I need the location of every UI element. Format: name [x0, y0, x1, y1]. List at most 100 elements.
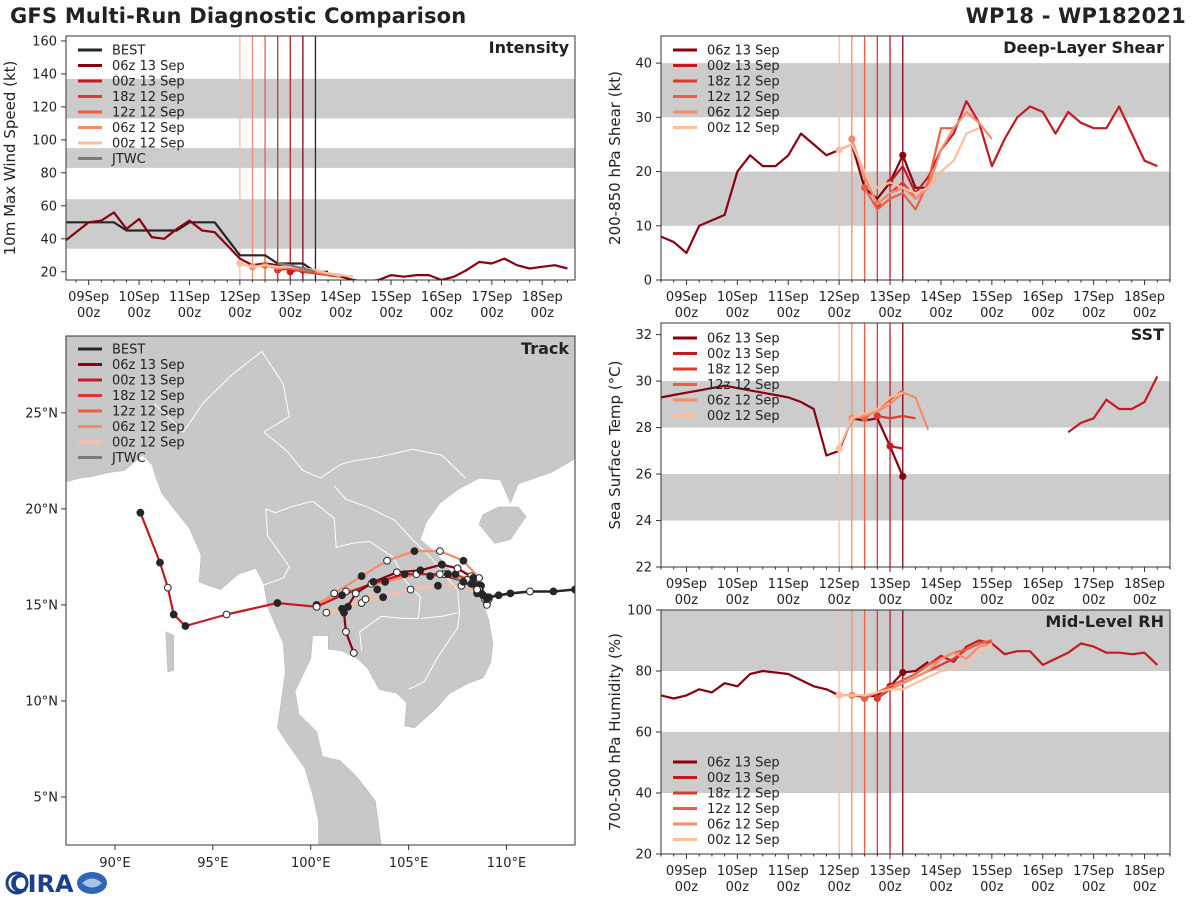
shear-xtick-hour-14: 00z: [929, 306, 953, 321]
intensity-frame: [65, 35, 576, 281]
track-point-00z-12-sep-8: [322, 608, 331, 617]
track-point-06z-13-sep-7: [369, 577, 378, 586]
shear-ytick-label-10: 10: [635, 219, 652, 234]
legend-label-18z-12-sep: 18z 12 Sep: [707, 75, 780, 90]
rh-series-00z-12-sep: [839, 642, 993, 697]
sst-band-0: [661, 474, 1170, 521]
intensity-xtick-hour-17: 00z: [480, 306, 504, 321]
sst-xtick-hour-13: 00z: [878, 593, 902, 608]
intensity-ytick-label-160: 160: [32, 34, 57, 49]
rh-xtick-hour-18: 00z: [1133, 880, 1157, 895]
legend-label-06z-12-sep: 06z 12 Sep: [112, 121, 185, 136]
track-point-06z-12-sep-5: [383, 556, 391, 565]
rh-series-12z-12-sep: [864, 639, 993, 700]
sst-ylabel: Sea Surface Temp (°C): [606, 360, 624, 529]
legend-label-18z-12-sep: 18z 12 Sep: [112, 90, 185, 105]
intensity-band-0: [66, 199, 575, 249]
track-point-jtwc-0: [443, 570, 452, 579]
legend-label-18z-12-sep: 18z 12 Sep: [112, 389, 185, 404]
legend-label-06z-12-sep: 06z 12 Sep: [707, 106, 780, 121]
storm-id: WP18 - WP182021: [965, 4, 1186, 28]
rh-xtick-day-13: 13Sep: [870, 864, 911, 879]
shear-xtick-day-9: 09Sep: [666, 290, 707, 305]
logo-swirl-highlight-icon: [82, 878, 102, 888]
track-point-06z-13-sep-6: [392, 568, 401, 577]
sst-xtick-day-11: 11Sep: [768, 577, 809, 592]
track-point-06z-12-sep-4: [410, 547, 419, 556]
track-border-6: [265, 500, 313, 514]
sst-xtick-hour-16: 00z: [1031, 593, 1055, 608]
shear-series-00z-13-sep: [889, 99, 1158, 195]
rh-xtick-day-16: 16Sep: [1022, 864, 1063, 879]
rh-ylabel: 700-500 hPa Humidity (%): [606, 633, 624, 831]
track-xtick-label-110: 110°E: [487, 856, 527, 871]
track-point-06z-13-sep-8: [351, 589, 360, 598]
shear-xtick-day-13: 13Sep: [870, 290, 911, 305]
track-ytick-label-20: 20°N: [25, 502, 58, 517]
chart-title: GFS Multi-Run Diagnostic Comparison: [10, 4, 467, 28]
sst-xtick-day-10: 10Sep: [717, 577, 758, 592]
shear-xtick-day-11: 11Sep: [768, 290, 809, 305]
shear-xtick-hour-11: 00z: [777, 306, 801, 321]
intensity-xtick-day-11: 11Sep: [169, 290, 210, 305]
sst-xtick-day-14: 14Sep: [920, 577, 961, 592]
rh-ytick-label-80: 80: [635, 665, 652, 680]
shear-xtick-day-16: 16Sep: [1022, 290, 1063, 305]
intensity-ytick-label-60: 60: [40, 199, 57, 214]
track-xtick-label-105: 105°E: [389, 856, 429, 871]
sst-xtick-hour-9: 00z: [675, 593, 699, 608]
rh-xtick-day-12: 12Sep: [819, 864, 860, 879]
track-point-06z-12-sep-10: [381, 577, 390, 586]
track-point-best-2: [526, 587, 534, 596]
track-point-06z-13-sep-11: [349, 649, 358, 657]
intensity-xtick-day-18: 18Sep: [522, 290, 563, 305]
shear-xtick-day-12: 12Sep: [819, 290, 860, 305]
intensity-xtick-hour-14: 00z: [329, 306, 353, 321]
intensity-marker-00z-12-sep-0: [236, 259, 244, 268]
track-point-00z-13-sep-10: [169, 610, 178, 619]
intensity-xtick-hour-12: 00z: [228, 306, 252, 321]
rh-ytick-label-40: 40: [635, 787, 652, 802]
sst-marker-06z-13-sep-0: [899, 472, 907, 480]
sst-xtick-hour-17: 00z: [1082, 593, 1106, 608]
legend-label-12z-12-sep: 12z 12 Sep: [112, 405, 185, 420]
shear-xtick-hour-18: 00z: [1133, 306, 1157, 321]
track-point-00z-13-sep-12: [156, 558, 164, 567]
shear-ytick-label-40: 40: [635, 57, 652, 72]
track-title: Track: [521, 339, 569, 358]
legend-label-jtwc: JTWC: [111, 152, 146, 167]
rh-band-0: [661, 732, 1170, 793]
shear-xtick-hour-15: 00z: [980, 306, 1004, 321]
shear-xtick-hour-16: 00z: [1031, 306, 1055, 321]
sst-xtick-hour-12: 00z: [827, 593, 851, 608]
shear-xtick-hour-10: 00z: [726, 306, 750, 321]
track-point-00z-12-sep-4: [406, 585, 415, 594]
track-point-06z-13-sep-5: [416, 566, 425, 575]
sst-marker-18z-12-sep-0: [873, 412, 881, 420]
shear-xtick-day-14: 14Sep: [920, 290, 961, 305]
legend-label-06z-13-sep: 06z 13 Sep: [112, 59, 185, 74]
track-point-06z-12-sep-6: [357, 572, 366, 580]
legend-label-06z-12-sep: 06z 12 Sep: [112, 420, 185, 435]
track-panel: 90°E 95°E 100°E 105°E 110°E 5°N 10°N 15°N 20°N 25…: [25, 335, 576, 871]
track-point-06z-12-sep-7: [330, 589, 339, 598]
sst-xtick-hour-11: 00z: [777, 593, 801, 608]
legend-label-00z-13-sep: 00z 13 Sep: [707, 347, 780, 362]
track-border-2: [261, 351, 290, 433]
rh-xtick-hour-17: 00z: [1082, 880, 1106, 895]
shear-series-12z-12-sep: [863, 127, 954, 211]
intensity-xtick-day-12: 12Sep: [219, 290, 260, 305]
track-andaman-islands: [165, 631, 174, 673]
legend-label-best: BEST: [112, 44, 145, 59]
legend-label-06z-13-sep: 06z 13 Sep: [112, 358, 185, 373]
legend-label-12z-12-sep: 12z 12 Sep: [707, 802, 780, 817]
track-point-06z-12-sep-2: [459, 556, 468, 565]
track-border-0: [153, 351, 263, 433]
rh-xtick-hour-13: 00z: [878, 880, 902, 895]
legend-label-18z-12-sep: 18z 12 Sep: [707, 787, 780, 802]
shear-xtick-hour-17: 00z: [1082, 306, 1106, 321]
shear-title: Deep-Layer Shear: [1003, 38, 1164, 57]
track-frame: [65, 335, 576, 846]
sst-marker-00z-13-sep-0: [886, 442, 894, 450]
